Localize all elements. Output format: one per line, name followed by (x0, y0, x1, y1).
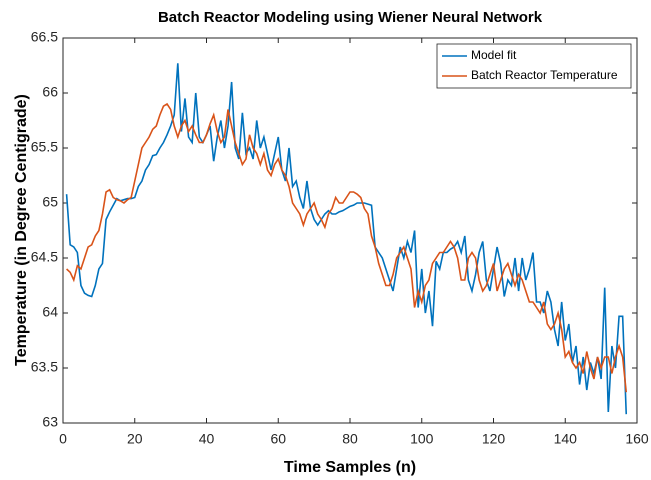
y-tick-label: 65 (42, 194, 58, 210)
y-tick-label: 63 (42, 414, 58, 430)
x-tick-label: 40 (199, 431, 215, 447)
plot-area (62, 37, 638, 424)
data-line (66, 102, 628, 393)
x-tick-label: 80 (342, 431, 358, 447)
legend-label: Model fit (471, 48, 517, 62)
chart-title: Batch Reactor Modeling using Wiener Neur… (158, 9, 543, 26)
x-tick-label: 60 (270, 431, 286, 447)
x-tick-label: 20 (127, 431, 143, 447)
x-tick-label: 0 (59, 431, 67, 447)
legend-box (436, 43, 632, 89)
y-tick-label: 64 (42, 304, 58, 320)
y-tick-label: 64.5 (31, 249, 58, 265)
data-line (65, 63, 628, 415)
y-tick-label: 66 (42, 84, 58, 100)
x-tick-label: 120 (482, 431, 506, 447)
y-axis-label: Temperature (in Degree Centigrade) (13, 94, 30, 366)
x-tick-label: 160 (625, 431, 649, 447)
x-tick-label: 100 (410, 431, 434, 447)
y-tick-label: 65.5 (31, 139, 58, 155)
legend-label: Batch Reactor Temperature (471, 68, 618, 82)
x-axis-label: Time Samples (n) (284, 459, 416, 476)
y-tick-label: 63.5 (31, 359, 58, 375)
x-tick-label: 140 (554, 431, 578, 447)
y-tick-label: 66.5 (31, 29, 58, 45)
